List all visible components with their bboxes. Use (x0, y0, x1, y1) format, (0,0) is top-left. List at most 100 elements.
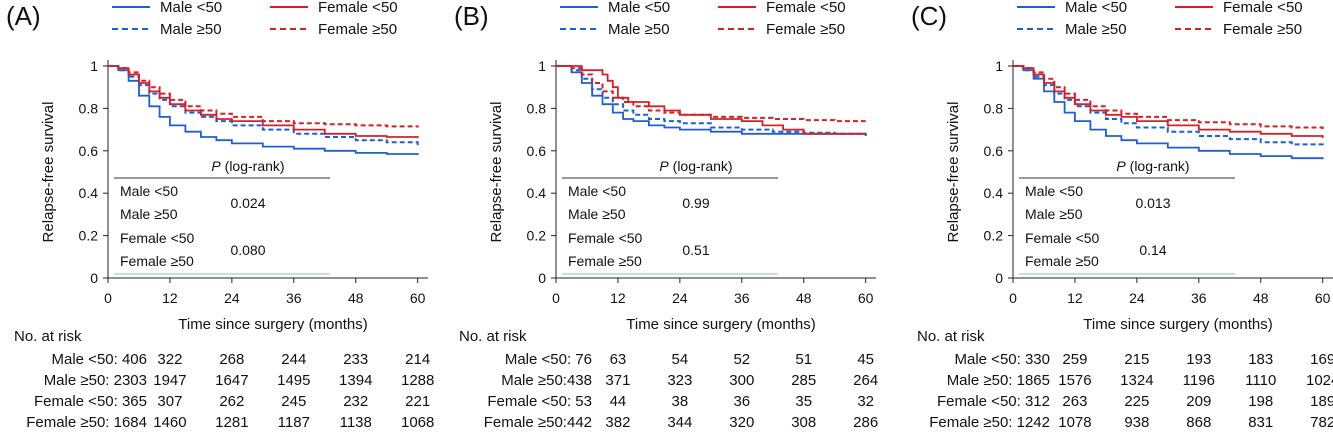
risk-count: 262 (219, 393, 245, 410)
y-axis-title: Relapse-free survival (488, 102, 505, 243)
x-tick-label: 48 (1253, 290, 1269, 306)
km-panel-c: (C) Male <50 Male ≥50 Female <50 Female ≥50 0… (911, 0, 1333, 333)
km-panel-a: (A) Male <50 Male ≥50 Female <50 Female ≥50 0… (6, 0, 428, 333)
risk-count: 51 (795, 351, 813, 368)
risk-count: 225 (1124, 393, 1150, 410)
risk-count: 782 (1310, 414, 1333, 431)
km-curve-1 (556, 65, 866, 135)
risk-heading: No. at risk (14, 328, 82, 345)
risk-count: 1647 (215, 372, 249, 389)
inset-p-italic: P (1116, 158, 1126, 174)
risk-count: 938 (1124, 414, 1150, 431)
risk-count: 63 (609, 351, 627, 368)
inset-p-rest: (log-rank) (669, 158, 733, 174)
risk-row-label: Female ≥50:442 (483, 414, 592, 431)
risk-row-label: Female ≥50: 1242 (929, 414, 1050, 431)
risk-count: 371 (605, 372, 631, 389)
risk-count: 54 (671, 351, 689, 368)
y-tick-label: 0.2 (79, 228, 99, 244)
inset-group-label: Female ≥50 (120, 253, 194, 269)
risk-count: 264 (853, 372, 879, 389)
x-axis-title: Time since surgery (months) (626, 316, 816, 333)
legend-label: Female <50 (318, 0, 398, 16)
legend-label: Female <50 (766, 0, 846, 16)
panel-label: (C) (911, 1, 947, 31)
risk-count: 300 (729, 372, 755, 389)
inset-group-label: Male <50 (120, 183, 178, 199)
x-tick-label: 48 (348, 290, 364, 306)
y-tick-label: 0.6 (79, 143, 99, 159)
legend-label: Male ≥50 (1065, 21, 1127, 38)
risk-count: 263 (1062, 393, 1088, 410)
x-tick-label: 0 (552, 290, 560, 306)
risk-row-label: Male ≥50: 2303 (43, 372, 147, 389)
x-tick-label: 36 (1191, 290, 1207, 306)
risk-count: 45 (857, 351, 875, 368)
risk-count: 1024 (1305, 372, 1333, 389)
risk-count: 1947 (153, 372, 187, 389)
y-tick-label: 1 (538, 58, 546, 74)
risk-count: 245 (281, 393, 307, 410)
x-tick-label: 12 (610, 290, 626, 306)
inset-p-italic: P (659, 158, 669, 174)
risk-count: 221 (405, 393, 431, 410)
risk-count: 268 (219, 351, 245, 368)
legend-label: Male <50 (160, 0, 222, 16)
y-tick-label: 0.8 (984, 100, 1004, 116)
risk-count: 831 (1248, 414, 1274, 431)
risk-count: 1078 (1058, 414, 1092, 431)
p-value: 0.080 (230, 242, 265, 258)
risk-count: 52 (733, 351, 751, 368)
legend-label: Male <50 (1065, 0, 1127, 16)
risk-count: 233 (343, 351, 369, 368)
risk-count: 1394 (339, 372, 373, 389)
km-curve-3 (556, 65, 866, 135)
y-axis-title: Relapse-free survival (40, 102, 57, 243)
y-tick-label: 0.2 (527, 228, 547, 244)
risk-count: 35 (795, 393, 813, 410)
legend-label: Male <50 (608, 0, 670, 16)
risk-count: 1460 (153, 414, 187, 431)
risk-count: 232 (343, 393, 369, 410)
risk-row-label: Male <50: 330 (954, 351, 1051, 368)
risk-row-label: Male ≥50:438 (501, 372, 592, 389)
p-value: 0.013 (1135, 195, 1170, 211)
inset-group-label: Male <50 (568, 183, 626, 199)
panel-label: (B) (454, 1, 489, 31)
risk-count: 215 (1124, 351, 1150, 368)
x-tick-label: 60 (858, 290, 874, 306)
risk-count: 189 (1310, 393, 1333, 410)
risk-count: 344 (667, 414, 693, 431)
risk-count: 1324 (1120, 372, 1154, 389)
risk-count: 1068 (400, 414, 435, 431)
y-tick-label: 0 (538, 270, 546, 286)
y-tick-label: 1 (90, 58, 98, 74)
risk-count: 286 (853, 414, 879, 431)
km-panel-b: (B) Male <50 Male ≥50 Female <50 Female ≥50 0… (454, 0, 876, 333)
y-tick-label: 0.2 (984, 228, 1004, 244)
p-value: 0.14 (1139, 242, 1166, 258)
x-tick-label: 24 (672, 290, 688, 306)
risk-count: 198 (1248, 393, 1274, 410)
x-tick-label: 24 (224, 290, 240, 306)
inset-group-label: Female ≥50 (568, 253, 642, 269)
legend-label: Female ≥50 (766, 21, 845, 38)
y-tick-label: 0.4 (79, 185, 99, 201)
km-curve-4 (556, 65, 866, 123)
p-value: 0.51 (682, 242, 709, 258)
y-axis-title: Relapse-free survival (945, 102, 962, 243)
x-tick-label: 36 (286, 290, 302, 306)
risk-count: 1495 (277, 372, 311, 389)
x-tick-label: 60 (1315, 290, 1331, 306)
km-curve-4 (108, 65, 419, 128)
x-axis-title: Time since surgery (months) (178, 316, 368, 333)
risk-heading: No. at risk (459, 328, 527, 345)
risk-count: 307 (157, 393, 183, 410)
km-curve-1 (1013, 65, 1324, 160)
x-tick-label: 36 (734, 290, 750, 306)
legend-label: Male ≥50 (160, 21, 222, 38)
y-tick-label: 0.6 (527, 143, 547, 159)
risk-count: 244 (281, 351, 307, 368)
y-tick-label: 0.6 (984, 143, 1004, 159)
y-tick-label: 0 (90, 270, 98, 286)
